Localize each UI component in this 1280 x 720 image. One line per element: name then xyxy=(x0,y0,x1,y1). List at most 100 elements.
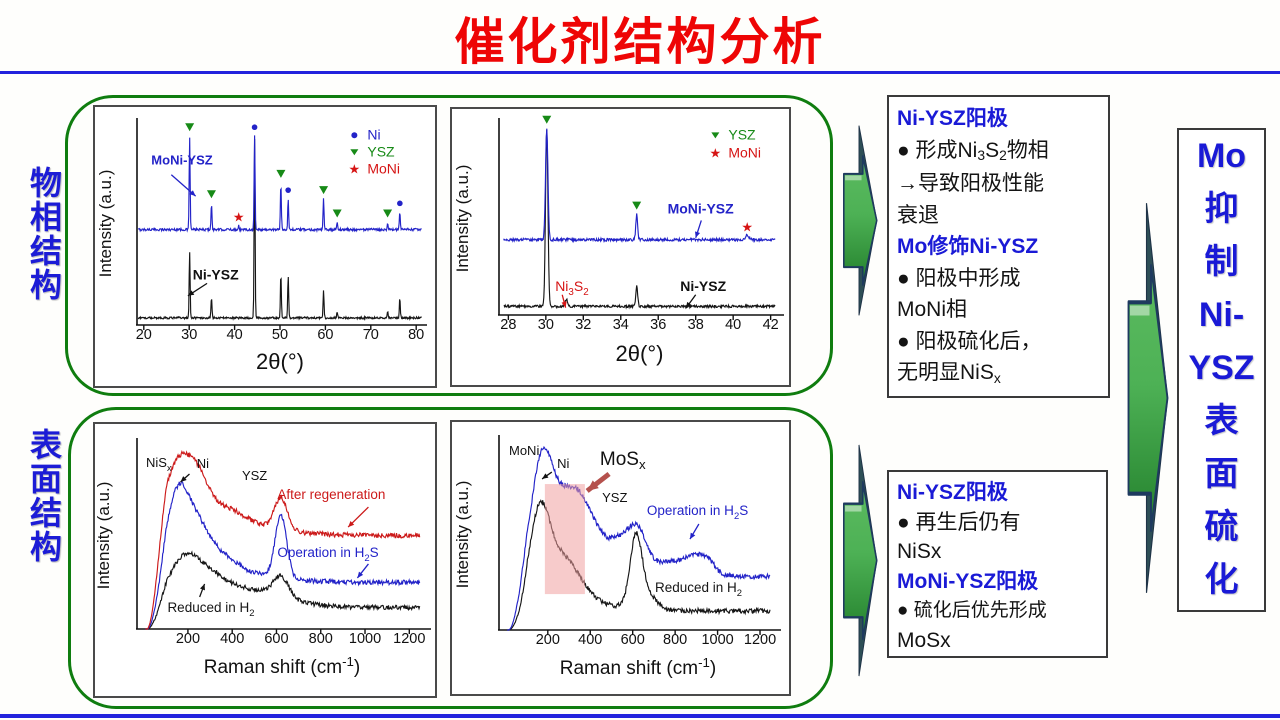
x-tick-label: 800 xyxy=(663,632,687,648)
page-title: 催化剂结构分析 xyxy=(454,14,826,70)
annotation-label: YSZ xyxy=(602,490,627,505)
annotation-label: MoNi-YSZ xyxy=(668,201,735,217)
x-axis-title: Raman shift (cm-1) xyxy=(560,655,716,679)
finding-box-raman: Ni-YSZ阳极 ● 再生后仍有 NiSx MoNi-YSZ阳极 ● 硫化后优先形成 Mo… xyxy=(887,470,1108,658)
section-label-char: 面 xyxy=(29,461,62,497)
conclusion-line: Ni- xyxy=(1198,296,1245,334)
section-label-char: 构 xyxy=(29,267,62,303)
svg-text:★: ★ xyxy=(349,161,361,176)
raman-ni-ysz-chart: 200 400 600 800 1000 1200 Raman shift (cm-1) In… xyxy=(93,422,437,698)
x-tick-label: 34 xyxy=(613,317,629,333)
ni-peak-marker xyxy=(397,200,403,207)
annotation-label: After regeneration xyxy=(277,487,385,502)
annotation-label: Operation in H2S xyxy=(277,545,378,564)
annotation-label: Ni-YSZ xyxy=(680,278,726,294)
y-axis-title: Intensity (a.u.) xyxy=(453,481,472,589)
trace-moni-ysz xyxy=(137,135,422,233)
annotation-label: Reduced in H2 xyxy=(167,600,254,619)
x-tick-label: 1000 xyxy=(349,631,381,647)
x-tick-label: 600 xyxy=(264,631,288,647)
flow-arrow-bottom-svg xyxy=(843,444,878,677)
x-tick-label: 40 xyxy=(725,317,741,333)
section-label-char: 结 xyxy=(29,233,62,269)
section-label-char: 物 xyxy=(29,165,62,201)
trace-ni-ysz xyxy=(503,129,776,310)
annotation-label: NiSx xyxy=(146,455,172,473)
x-tick-label: 400 xyxy=(578,632,602,648)
finding-line: Mo修饰Ni-YSZ xyxy=(897,235,1039,258)
annotation-label: MoNi xyxy=(509,443,539,458)
flow-arrow-conclusion xyxy=(1124,200,1169,596)
section-label-char: 表 xyxy=(29,427,62,463)
x-tick-label: 30 xyxy=(181,327,197,343)
x-tick-label: 400 xyxy=(220,631,244,647)
section-label-surface-structure: 表面结构 xyxy=(20,428,72,564)
x-tick-label: 200 xyxy=(176,631,200,647)
finding-line: 衰退 xyxy=(897,203,939,227)
ysz-peak-marker xyxy=(276,169,286,178)
conclusion-line: YSZ xyxy=(1188,349,1255,387)
x-tick-label: 38 xyxy=(688,317,704,333)
raman-ni-svg: 200 400 600 800 1000 1200 Raman shift (cm-1) In… xyxy=(95,438,431,678)
finding-line: MoNi相 xyxy=(897,298,968,321)
annotation-label: Ni-YSZ xyxy=(193,266,239,282)
finding-line: NiSx xyxy=(897,540,942,563)
ni-peak-marker xyxy=(285,187,291,193)
x-axis-title: Raman shift (cm-1) xyxy=(204,654,360,678)
moni-peak-marker: ★ xyxy=(741,219,753,234)
trace-reduced-in-h2 xyxy=(145,550,421,630)
legend-label: MoNi xyxy=(728,144,761,160)
footer-divider-line xyxy=(0,714,1280,718)
section-label-char: 结 xyxy=(29,495,62,531)
finding-line: ● 阳极中形成 xyxy=(897,266,1021,290)
raman-moni-ysz-chart: 200 400 600 800 1000 1200 Raman shift (cm-1) In… xyxy=(450,420,791,696)
title-divider-line xyxy=(0,71,1280,74)
ysz-peak-marker xyxy=(319,186,329,195)
group-box-phase-structure xyxy=(65,95,833,396)
ysz-peak-marker xyxy=(185,123,195,132)
flow-arrow-right-svg xyxy=(1127,203,1169,593)
annotation-label: MoSx xyxy=(600,449,646,472)
annotation-label: Reduced in H2 xyxy=(655,580,742,599)
x-tick-label: 28 xyxy=(500,317,516,333)
flow-arrow-top-svg xyxy=(843,125,878,316)
ysz-peak-marker xyxy=(383,209,393,218)
conclusion-line: 硫 xyxy=(1204,508,1239,546)
y-axis-title: Intensity (a.u.) xyxy=(453,165,472,273)
x-tick-label: 32 xyxy=(575,317,591,333)
x-tick-label: 40 xyxy=(227,327,243,343)
x-tick-label: 42 xyxy=(763,317,779,333)
xrd-full-svg: 20 30 40 50 60 70 80 2θ(°) Intensity (a.u.) ★ NiYS… xyxy=(96,118,427,374)
y-axis-title: Intensity (a.u.) xyxy=(95,482,113,590)
raman-moni-svg: 200 400 600 800 1000 1200 Raman shift (cm-1) In… xyxy=(453,435,781,679)
finding-line: →导致阳极性能 xyxy=(897,172,1044,195)
x-tick-label: 60 xyxy=(317,327,333,343)
legend-label: YSZ xyxy=(728,126,756,142)
section-label-char: 相 xyxy=(29,199,62,235)
y-axis-title: Intensity (a.u.) xyxy=(96,170,115,278)
x-tick-label: 800 xyxy=(309,631,333,647)
conclusion-line: 面 xyxy=(1204,455,1239,493)
trace-ni-ysz xyxy=(137,138,422,322)
x-tick-label: 20 xyxy=(136,327,152,343)
annotation-label: Ni xyxy=(557,456,569,471)
conclusion-line: 表 xyxy=(1204,402,1239,440)
trace-moni-ysz xyxy=(503,128,776,244)
x-tick-label: 50 xyxy=(272,327,288,343)
annotation-label: Operation in H2S xyxy=(647,503,748,522)
annotation-label: Ni3S2 xyxy=(555,278,588,298)
trace-operation-in-h2s xyxy=(145,481,421,630)
xrd-full-range-chart: 20 30 40 50 60 70 80 2θ(°) Intensity (a.u.) ★ Ni YS… xyxy=(93,105,437,388)
finding-line: Ni-YSZ阳极 xyxy=(897,107,1008,130)
conclusion-box: Mo 抑制 Ni- YSZ 表面硫化 xyxy=(1177,128,1266,612)
legend-label: MoNi xyxy=(367,160,400,176)
section-label-phase-structure: 物相结构 xyxy=(20,166,72,302)
finding-box-xrd: Ni-YSZ阳极 ● 形成Ni3S2物相 →导致阳极性能 衰退 Mo修饰Ni-YSZ ● … xyxy=(887,95,1110,398)
x-tick-label: 70 xyxy=(363,327,379,343)
ni-peak-marker xyxy=(251,124,258,131)
legend-label: YSZ xyxy=(367,143,395,159)
ysz-peak-marker xyxy=(206,190,216,199)
finding-line: Ni-YSZ阳极 xyxy=(897,481,1008,504)
conclusion-line: 制 xyxy=(1204,243,1239,281)
x-tick-label: 1200 xyxy=(744,632,776,648)
